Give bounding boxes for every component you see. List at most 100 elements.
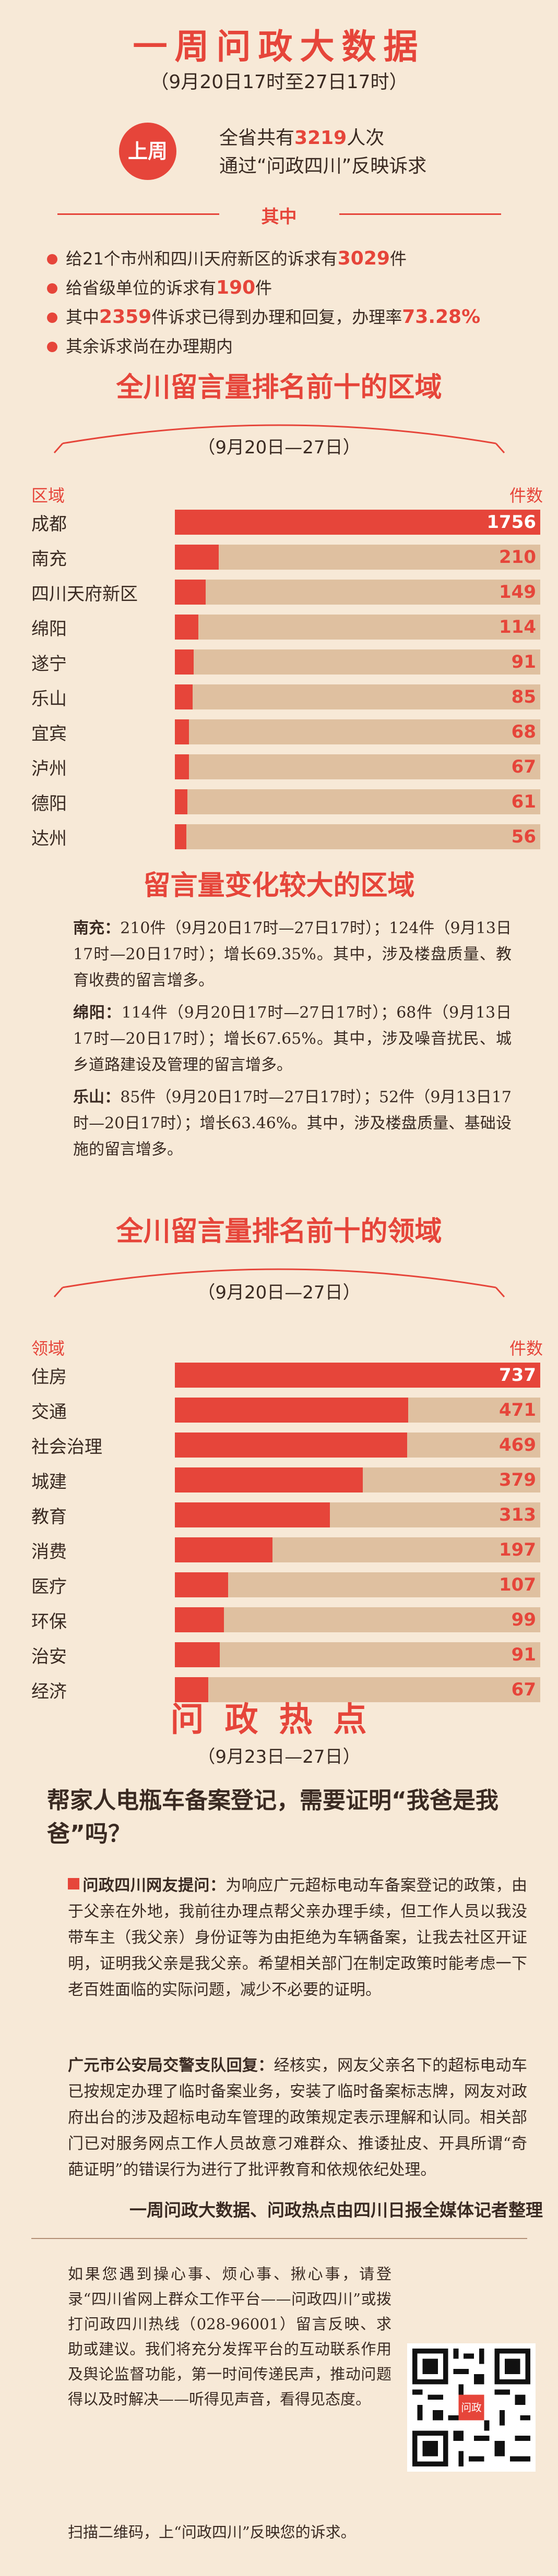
bar	[175, 1572, 228, 1597]
breakdown-label: 其中	[261, 207, 297, 227]
region-chart-period: （9月20日—27日）	[197, 437, 361, 458]
bar	[175, 1502, 330, 1527]
field-axis-label: 领域	[31, 1339, 65, 1358]
bar-track: 67	[175, 1677, 540, 1702]
breakdown-item: 给省级单位的诉求有190件	[47, 273, 538, 303]
bar	[175, 824, 187, 849]
hot-period: （9月23日—27日）	[197, 1747, 361, 1767]
breakdown-list: 给21个市州和四川天府新区的诉求有3029件 给省级单位的诉求有190件 其中2…	[47, 244, 538, 361]
bar-value: 61	[511, 791, 536, 812]
bar-track: 379	[175, 1467, 540, 1492]
bar-track: 68	[175, 719, 540, 744]
region-axis-label: 区域	[31, 486, 65, 505]
summary-post: 人次	[347, 127, 385, 149]
bar	[175, 1467, 363, 1492]
bar-track: 737	[175, 1363, 540, 1388]
page-title: 一周问政大数据	[133, 26, 425, 67]
page-period: （9月20日17时至27日17时）	[150, 71, 408, 93]
bar-track: 469	[175, 1433, 540, 1458]
footer-text: 如果您遇到操心事、烦心事、揪心事，请登录“四川省网上群众工作平台——问政四川”或…	[68, 2265, 391, 2408]
bar-track: 85	[175, 684, 540, 709]
bar-track: 313	[175, 1502, 540, 1527]
bar-track: 91	[175, 1642, 540, 1667]
bar-track: 67	[175, 754, 540, 779]
region-count-label: 件数	[509, 486, 543, 505]
qr-badge-text: 问政	[461, 2402, 482, 2414]
bar-label: 泸州	[31, 759, 67, 779]
hot-title: 问政热点	[170, 1700, 388, 1739]
bar-value: 91	[511, 1644, 536, 1665]
summary-line2: 通过“问政四川”反映诉求	[219, 155, 427, 177]
field-chart-title: 全川留言量排名前十的领域	[116, 1216, 442, 1247]
bar-label: 南充	[31, 549, 67, 570]
bar-value: 379	[499, 1470, 536, 1490]
bar-track: 99	[175, 1607, 540, 1632]
change-item: 绵阳：114件（9月20日17时—27日17时）；68件（9月13日17时—20…	[73, 1004, 512, 1074]
bar	[175, 1537, 273, 1562]
bar-label: 德阳	[31, 793, 67, 814]
square-bullet-icon	[68, 1878, 79, 1889]
bar-label: 乐山	[31, 689, 67, 709]
bar-value: 56	[511, 826, 536, 847]
bar-label: 治安	[31, 1646, 67, 1667]
field-arc	[53, 1268, 505, 1297]
summary-pre: 全省共有	[219, 127, 295, 149]
bar-label: 经济	[31, 1681, 67, 1702]
breakdown-item: 给21个市州和四川天府新区的诉求有3029件	[47, 244, 538, 273]
bar-label: 医疗	[31, 1576, 67, 1597]
field-bar-chart: 领域 件数 住房 737 交通 471 社会治理 469 城建 379 教育 313 消费 197 医疗…	[31, 1335, 543, 1702]
bar-label: 教育	[31, 1507, 67, 1527]
summary-count: 3219	[294, 127, 347, 149]
bar-label: 住房	[31, 1367, 67, 1388]
bar-track: 210	[175, 545, 540, 570]
bar-label: 遂宁	[31, 654, 67, 675]
bar	[175, 684, 193, 709]
bar	[175, 1642, 220, 1667]
bar-value: 313	[499, 1504, 536, 1525]
bar	[175, 545, 219, 570]
bar-value: 85	[511, 687, 536, 707]
bar-label: 成都	[31, 514, 67, 535]
bar-value: 210	[499, 547, 536, 568]
change-list: 南充：210件（9月20日17时—27日17时）；124件（9月13日17时—2…	[73, 916, 512, 1163]
change-item: 南充：210件（9月20日17时—27日17时）；124件（9月13日17时—2…	[73, 919, 512, 990]
hot-question: 帮家人电瓶车备案登记，需要证明“我爸是我爸”吗？	[47, 1787, 498, 1847]
hot-answer: 广元市公安局交警支队回复：经核实，网友父亲名下的超标电动车已按规定办理了临时备案…	[68, 2056, 528, 2179]
bar-value: 67	[511, 756, 536, 777]
bar-value: 149	[499, 582, 536, 603]
bar-value: 471	[499, 1400, 536, 1421]
bar	[175, 789, 188, 814]
bar-track: 471	[175, 1398, 540, 1423]
bar-track: 56	[175, 824, 540, 849]
bar-label: 环保	[31, 1611, 67, 1632]
breakdown-item: 其中2359件诉求已得到办理和回复，办理率73.28%	[47, 303, 538, 332]
footer-scan-text: 扫描二维码，上“问政四川”反映您的诉求。	[68, 2523, 356, 2541]
bar	[175, 580, 206, 605]
bar-label: 达州	[31, 828, 67, 849]
bar	[175, 615, 199, 640]
breakdown-item: 其余诉求尚在办理期内	[47, 332, 538, 361]
bar-value: 68	[511, 721, 536, 742]
bar-label: 消费	[31, 1542, 67, 1562]
breakdown-divider	[57, 206, 501, 222]
bar	[175, 1677, 208, 1702]
bar	[175, 1433, 408, 1458]
bar-value: 67	[511, 1679, 536, 1700]
bar-track: 107	[175, 1572, 540, 1597]
region-arc	[53, 424, 505, 453]
bar	[175, 510, 540, 535]
bar-value: 114	[499, 617, 536, 637]
change-item: 乐山：85件（9月20日17时—27日17时）；52件（9月13日17时—20日…	[73, 1088, 512, 1159]
hot-question-detail: 问政四川网友提问：为响应广元超标电动车备案登记的政策，由于父亲在外地，我前往办理…	[68, 1876, 528, 1999]
bar-track: 1756	[175, 510, 540, 535]
bar-value: 99	[511, 1609, 536, 1630]
bar-track: 149	[175, 580, 540, 605]
region-chart-title: 全川留言量排名前十的区域	[116, 372, 442, 403]
hot-credit: 一周问政大数据、问政热点由四川日报全媒体记者整理	[129, 2200, 543, 2220]
qr-code-icon[interactable]: 问政	[407, 2343, 536, 2472]
bar-label: 社会治理	[31, 1437, 102, 1458]
summary: 全省共有3219人次 通过“问政四川”反映诉求	[219, 124, 512, 180]
bar-value: 197	[499, 1539, 536, 1560]
footer-divider	[31, 2238, 527, 2239]
bar-label: 绵阳	[31, 619, 67, 640]
